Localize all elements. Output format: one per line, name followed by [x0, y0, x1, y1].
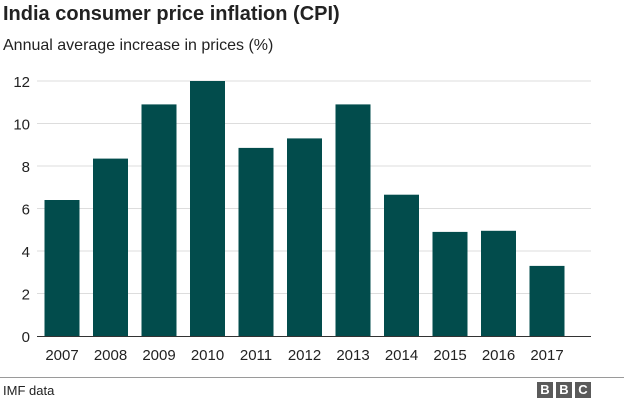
y-tick-label: 0 — [22, 329, 30, 346]
y-axis-ticks: 0 2 4 6 8 10 12 — [13, 74, 30, 346]
bbc-logo-letter-1: B — [537, 382, 553, 398]
bar-2014 — [384, 194, 419, 336]
bbc-logo-letter-2: B — [556, 382, 572, 398]
bars — [44, 81, 565, 337]
x-tick-label: 2007 — [45, 347, 78, 364]
x-tick-label: 2009 — [142, 347, 175, 364]
bar-2013 — [335, 104, 371, 337]
y-tick-label: 10 — [13, 117, 30, 134]
source-note: IMF data — [3, 383, 55, 398]
chart-subtitle: Annual average increase in prices (%) — [3, 37, 274, 54]
bar-2010 — [190, 81, 225, 336]
bar-2011 — [238, 147, 274, 336]
bar-2012 — [287, 138, 322, 336]
y-tick-label: 2 — [22, 287, 30, 304]
x-tick-label: 2016 — [482, 347, 515, 364]
bar-2007 — [44, 200, 80, 336]
x-tick-label: 2008 — [94, 347, 127, 364]
x-tick-label: 2011 — [240, 347, 272, 364]
x-axis-ticks: 2007 2008 2009 2010 2011 2012 2013 2014 2015 2016… — [45, 347, 563, 364]
bbc-logo: B B C — [537, 382, 591, 398]
x-tick-label: 2017 — [530, 347, 563, 364]
y-tick-label: 12 — [13, 74, 30, 91]
x-tick-label: 2010 — [191, 347, 224, 364]
bar-2017 — [529, 265, 565, 336]
chart-title: India consumer price inflation (CPI) — [3, 3, 340, 25]
y-tick-label: 4 — [22, 244, 30, 261]
bar-2016 — [481, 230, 516, 336]
x-tick-label: 2013 — [336, 347, 369, 364]
x-tick-label: 2014 — [385, 347, 418, 364]
bar-2015 — [432, 231, 468, 336]
footer-divider — [0, 377, 624, 378]
x-tick-label: 2015 — [433, 347, 466, 364]
x-tick-label: 2012 — [288, 347, 321, 364]
y-tick-label: 8 — [22, 159, 30, 176]
bar-2009 — [141, 104, 177, 337]
bar-2008 — [93, 158, 128, 336]
bbc-logo-letter-3: C — [575, 382, 591, 398]
y-tick-label: 6 — [22, 202, 30, 219]
